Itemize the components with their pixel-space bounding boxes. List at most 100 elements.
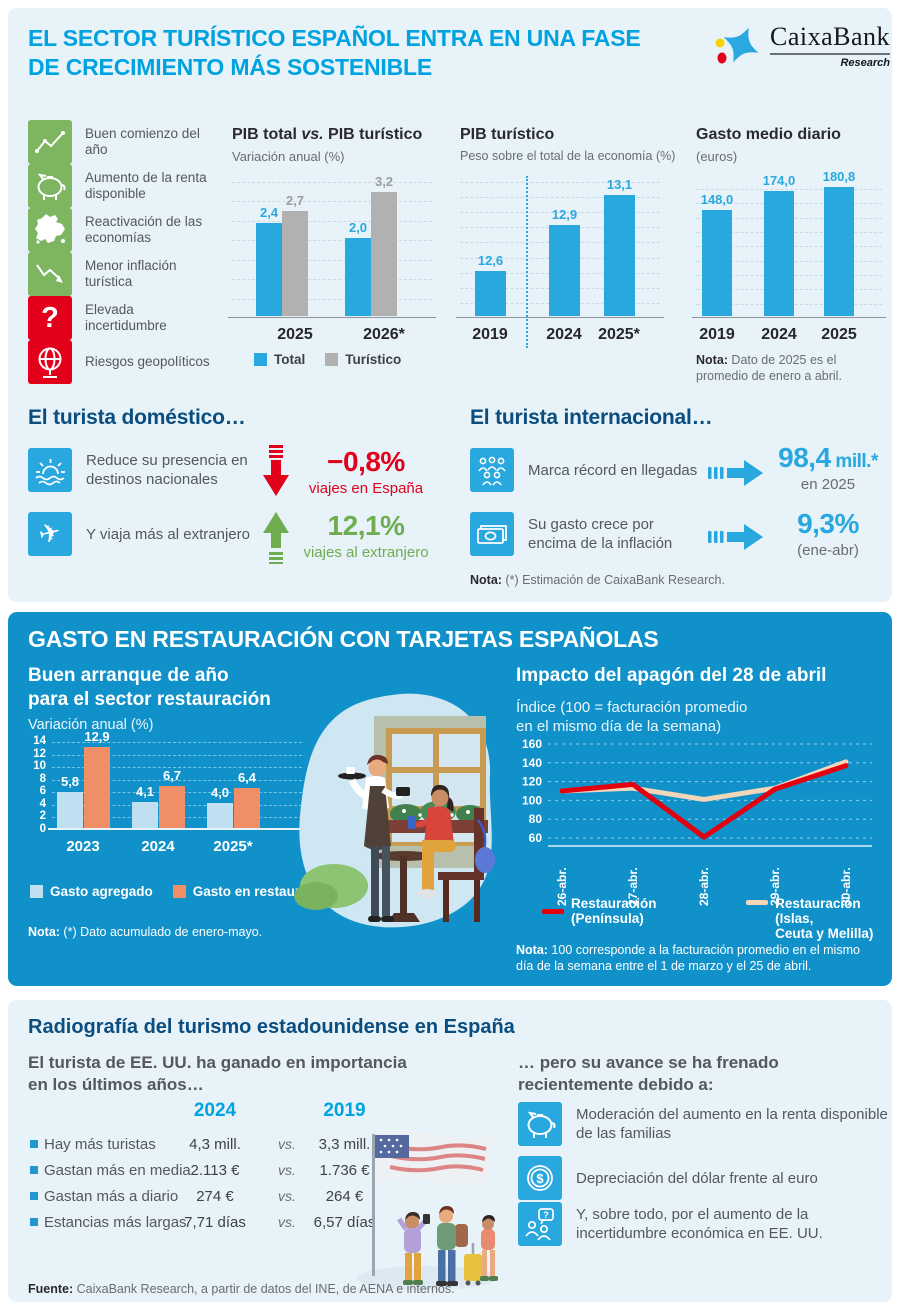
gridline — [232, 182, 432, 183]
x-axis-line — [48, 828, 306, 830]
x-axis-line — [456, 316, 664, 318]
chart-pib-vs-plot: 2,4 2,7 2,0 3,2 2025 2026* — [228, 174, 436, 343]
bar — [764, 191, 794, 316]
gridline — [460, 197, 660, 199]
international-value-1: 98,4 mill.* en 2025 — [778, 442, 878, 493]
bar — [549, 225, 580, 316]
apagon-title: Impacto del apagón del 28 de abril — [516, 665, 827, 686]
y-axis-tick-label: 0 — [39, 823, 46, 835]
domestic-value-1: −0,8% viajes en España — [308, 446, 424, 497]
gridline — [232, 298, 432, 300]
tourism-overview-panel: EL SECTOR TURÍSTICO ESPAÑOL ENTRA EN UNA… — [8, 8, 892, 602]
x-axis-tick-label: 26-abr. — [555, 867, 569, 906]
international-item-1: Marca récord en llegadas — [470, 448, 706, 492]
restauracion-panel: GASTO EN RESTAURACIÓN CON TARJETAS ESPAÑ… — [8, 612, 892, 986]
bar-value-label: 6,4 — [237, 769, 257, 785]
chart-apagon-plot: 160 140 120 100 80 60 26-abr. 27-abr. 28-abr. 29-… — [512, 734, 880, 912]
domestic-item-1: Reduce su presencia en destinos nacional… — [28, 448, 254, 492]
globe-icon — [28, 340, 72, 384]
category-label: 2024 — [761, 326, 797, 343]
x-axis-tick-label: 28-abr. — [697, 867, 711, 906]
y-axis-tick-label: 8 — [39, 772, 46, 785]
x-axis-tick-label: 30-abr. — [839, 867, 853, 906]
svg-text:?: ? — [543, 1210, 549, 1220]
chart-gasto-note: Nota: Dato de 2025 es el promedio de ene… — [696, 353, 842, 383]
category-label: 2019 — [699, 326, 735, 343]
line-chart-up-icon — [28, 120, 72, 164]
international-note: Nota: (*) Estimación de CaixaBank Resear… — [470, 573, 725, 587]
y-axis-tick-label: 12 — [33, 747, 46, 760]
chart-restauracion-plot: 0 2 4 6 8 10 12 14 5,8 12,9 4,1 6,7 4,0 6,4 2023 2024 20… — [33, 729, 306, 855]
highlight-item: Reactivación de las economías — [28, 208, 217, 252]
domestic-item-2: ✈ Y viaja más al extranjero — [28, 512, 254, 556]
bullet-icon — [30, 1166, 38, 1174]
chart-apagon-legend: Restauración (Península) Restauración (I… — [542, 896, 892, 941]
highlight-item: Menor inflación turística — [28, 252, 217, 296]
bar — [84, 746, 110, 828]
y-axis-tick-label: 4 — [39, 797, 46, 810]
category-label: 2023 — [66, 838, 100, 855]
chart-pib-peso-plot: 12,6 12,9 13,1 2019 2024 2025* — [456, 176, 664, 348]
caixabank-logo: CaixaBank Research — [708, 22, 891, 80]
table-row: Gastan más a diario 274 € vs. 264 € — [28, 1186, 418, 1212]
legend-swatch-agregado — [30, 885, 43, 898]
line-chart-down-icon — [28, 252, 72, 296]
highlight-item: Aumento de la renta disponible — [28, 164, 217, 208]
y-axis-tick-label: 2 — [39, 810, 46, 823]
usa-left-heading: El turista de EE. UU. ha ganado en impor… — [28, 1053, 407, 1094]
bullet-icon — [30, 1140, 38, 1148]
chart-pib-peso-title: PIB turístico — [460, 126, 555, 143]
europe-map-icon — [28, 208, 72, 252]
bar-value-label: 174,0 — [762, 173, 796, 189]
sun-sea-icon — [28, 448, 72, 492]
arrow-right-icon — [708, 522, 764, 552]
legend-swatch-turistico — [325, 353, 339, 366]
table-row: Estancias más largas 7,71 días vs. 6,57 … — [28, 1212, 418, 1238]
table-row: Hay más turistas 4,3 mill. vs. 3,3 mill. — [28, 1134, 418, 1160]
legend-swatch-restauracion — [172, 885, 186, 898]
restauracion-title: GASTO EN RESTAURACIÓN CON TARJETAS ESPAÑ… — [28, 626, 659, 652]
chart-pib-vs-subtitle: Variación anual (%) — [232, 149, 345, 164]
logo-sub-text: Research — [840, 57, 891, 69]
bar-value-label: 148,0 — [700, 192, 734, 208]
gridline — [696, 189, 882, 191]
airplane-icon: ✈ — [28, 512, 72, 556]
bar — [132, 802, 158, 828]
category-label: 2025* — [213, 838, 253, 855]
arrow-up-icon — [260, 508, 292, 564]
gridline — [52, 754, 302, 756]
logo-brand-text: CaixaBank — [770, 22, 891, 51]
chart-gasto-subtitle: (euros) — [696, 149, 738, 164]
banknotes-icon — [470, 512, 514, 556]
uncertainty-people-icon: ? — [518, 1202, 562, 1246]
category-label: 2019 — [472, 326, 508, 343]
bar-value-label: 13,1 — [606, 177, 633, 193]
arrow-down-icon — [260, 444, 292, 500]
dollar-coin-icon: $ — [518, 1156, 562, 1200]
international-item-2: Su gasto crece por encima de la inflació… — [470, 512, 706, 556]
page-title: EL SECTOR TURÍSTICO ESPAÑOL ENTRA EN UNA… — [28, 25, 641, 80]
svg-text:$: $ — [536, 1171, 544, 1186]
x-axis-tick-label: 29-abr. — [768, 867, 782, 906]
source-footer: Fuente: CaixaBank Research, a partir de … — [28, 1282, 455, 1296]
bar-value-label: 2,7 — [285, 193, 305, 209]
gridline — [460, 182, 660, 183]
category-label: 2025* — [598, 326, 640, 343]
usa-tourism-panel: Radiografía del turismo estadounidense e… — [8, 1000, 892, 1302]
svg-text:140: 140 — [522, 756, 542, 770]
table-row: Gastan más en media 2.113 € vs. 1.736 € — [28, 1160, 418, 1186]
svg-text:80: 80 — [529, 812, 543, 826]
bar-value-label: 2,0 — [348, 220, 368, 236]
international-value-2: 9,3% (ene-abr) — [797, 508, 859, 559]
usa-table-col-2024: 2024 — [193, 1100, 237, 1121]
legend-swatch-total — [254, 353, 267, 366]
bar-value-label: 4,1 — [135, 784, 155, 800]
piggy-bank-icon — [28, 164, 72, 208]
y-axis-tick-label: 10 — [33, 760, 46, 773]
bullet-icon — [30, 1192, 38, 1200]
y-axis-tick-label: 6 — [39, 785, 46, 798]
legend-swatch-peninsula — [542, 908, 564, 914]
usa-table-col-2019: 2019 — [323, 1100, 366, 1121]
highlight-item: Buen comienzo del año — [28, 120, 217, 164]
